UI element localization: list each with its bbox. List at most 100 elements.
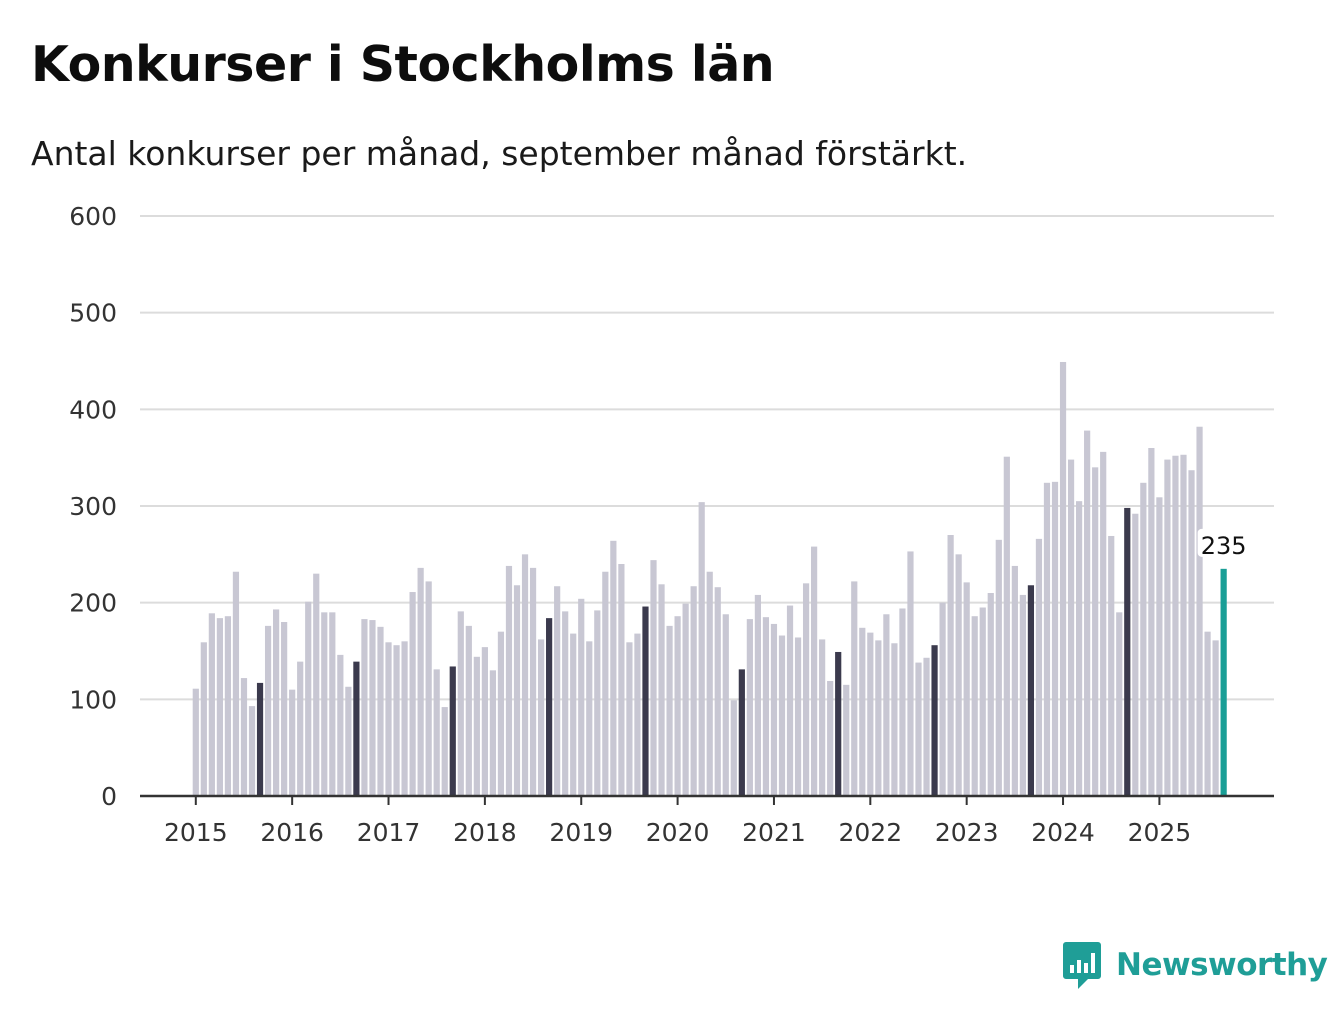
bar-73 — [778, 635, 786, 796]
bar-89 — [907, 551, 914, 796]
bar-52 — [610, 540, 617, 796]
newsworthy-logo-icon — [1063, 942, 1101, 989]
bar-3 — [216, 618, 223, 796]
bar-120 — [1156, 497, 1163, 796]
bar-83 — [859, 627, 866, 796]
bar-80 — [835, 651, 842, 796]
bar-34 — [465, 625, 472, 796]
bar-11 — [281, 622, 288, 796]
bar-5 — [232, 571, 240, 796]
y-tick-label: 200 — [69, 589, 117, 618]
bar-53 — [618, 564, 625, 796]
annotation-background — [1197, 528, 1250, 557]
bar-50 — [594, 610, 601, 796]
bar-46 — [562, 611, 569, 796]
bar-13 — [297, 661, 304, 796]
bar-104 — [1027, 585, 1035, 796]
bar-59 — [666, 625, 673, 796]
bar-86 — [883, 614, 890, 796]
bar-112 — [1092, 467, 1099, 796]
x-tick-label: 2022 — [839, 818, 903, 847]
bar-106 — [1043, 482, 1051, 796]
bar-54 — [626, 642, 633, 796]
bar-14 — [305, 601, 312, 796]
bar-126 — [1204, 631, 1211, 796]
bar-66 — [722, 614, 729, 796]
bar-76 — [802, 583, 810, 796]
bar-84 — [867, 632, 874, 796]
bar-21 — [361, 619, 368, 796]
bar-113 — [1100, 451, 1107, 796]
bar-63 — [698, 502, 705, 796]
bar-7 — [248, 706, 256, 796]
bar-124 — [1188, 470, 1195, 796]
bar-127 — [1212, 640, 1219, 796]
bar-57 — [650, 560, 657, 796]
chart-title: Konkurser i Stockholms län — [31, 36, 775, 93]
bar-17 — [329, 612, 336, 796]
bar-41 — [521, 554, 529, 796]
bar-32 — [449, 666, 456, 796]
bar-42 — [529, 567, 537, 796]
bar-95 — [955, 554, 962, 796]
brand-name: Newsworthy — [1116, 947, 1328, 983]
bars — [192, 361, 1227, 796]
x-tick-label: 2015 — [164, 818, 228, 847]
bar-94 — [947, 535, 954, 796]
bar-103 — [1019, 594, 1026, 796]
bar-64 — [706, 571, 713, 796]
bar-71 — [762, 617, 770, 796]
bar-92 — [931, 645, 938, 796]
bar-72 — [770, 623, 778, 796]
y-tick-label: 400 — [69, 395, 117, 424]
bar-22 — [369, 620, 376, 796]
y-axis-ticks: 0 100 200 300 400 500 600 — [69, 202, 117, 811]
x-tick-label: 2017 — [357, 818, 421, 847]
bar-109 — [1067, 459, 1075, 796]
bar-2 — [208, 613, 215, 796]
x-tick-label: 2019 — [549, 818, 613, 847]
y-tick-label: 600 — [69, 202, 117, 231]
bar-98 — [979, 607, 986, 796]
bar-40 — [513, 585, 521, 796]
bar-25 — [393, 645, 400, 796]
bar-93 — [939, 602, 946, 796]
bar-24 — [385, 642, 392, 796]
bar-69 — [746, 619, 753, 796]
bar-49 — [586, 641, 593, 796]
bar-90 — [915, 662, 922, 796]
bar-38 — [497, 631, 505, 796]
x-tick-label: 2018 — [453, 818, 517, 847]
bar-45 — [554, 586, 561, 796]
bar-68 — [738, 669, 745, 796]
x-axis-ticks: 2015 2016 2017 2018 2019 2020 2021 2022 2023 2024… — [164, 796, 1191, 847]
bar-123 — [1180, 454, 1187, 796]
bar-20 — [353, 661, 360, 796]
bar-96 — [963, 582, 970, 796]
bar-56 — [642, 606, 649, 796]
bar-43 — [537, 639, 545, 796]
bar-117 — [1132, 513, 1139, 796]
bar-29 — [425, 581, 432, 796]
bar-67 — [730, 700, 737, 796]
latest-value-annotation: 235 — [1197, 528, 1250, 560]
bar-77 — [811, 546, 818, 796]
bar-10 — [273, 609, 280, 796]
bar-70 — [754, 594, 761, 796]
bar-58 — [658, 584, 665, 796]
y-tick-label: 0 — [101, 782, 117, 811]
bar-19 — [345, 686, 352, 796]
bar-101 — [1003, 456, 1010, 796]
bar-61 — [682, 603, 689, 796]
bar-74 — [786, 605, 794, 796]
bar-119 — [1148, 448, 1155, 796]
bar-65 — [714, 587, 721, 796]
bar-44 — [546, 618, 553, 796]
bar-78 — [819, 639, 826, 796]
bar-36 — [481, 647, 488, 796]
x-tick-label: 2020 — [646, 818, 710, 847]
bar-116 — [1124, 507, 1131, 796]
bar-1 — [200, 642, 207, 796]
bar-9 — [264, 625, 272, 796]
bar-51 — [602, 571, 609, 796]
